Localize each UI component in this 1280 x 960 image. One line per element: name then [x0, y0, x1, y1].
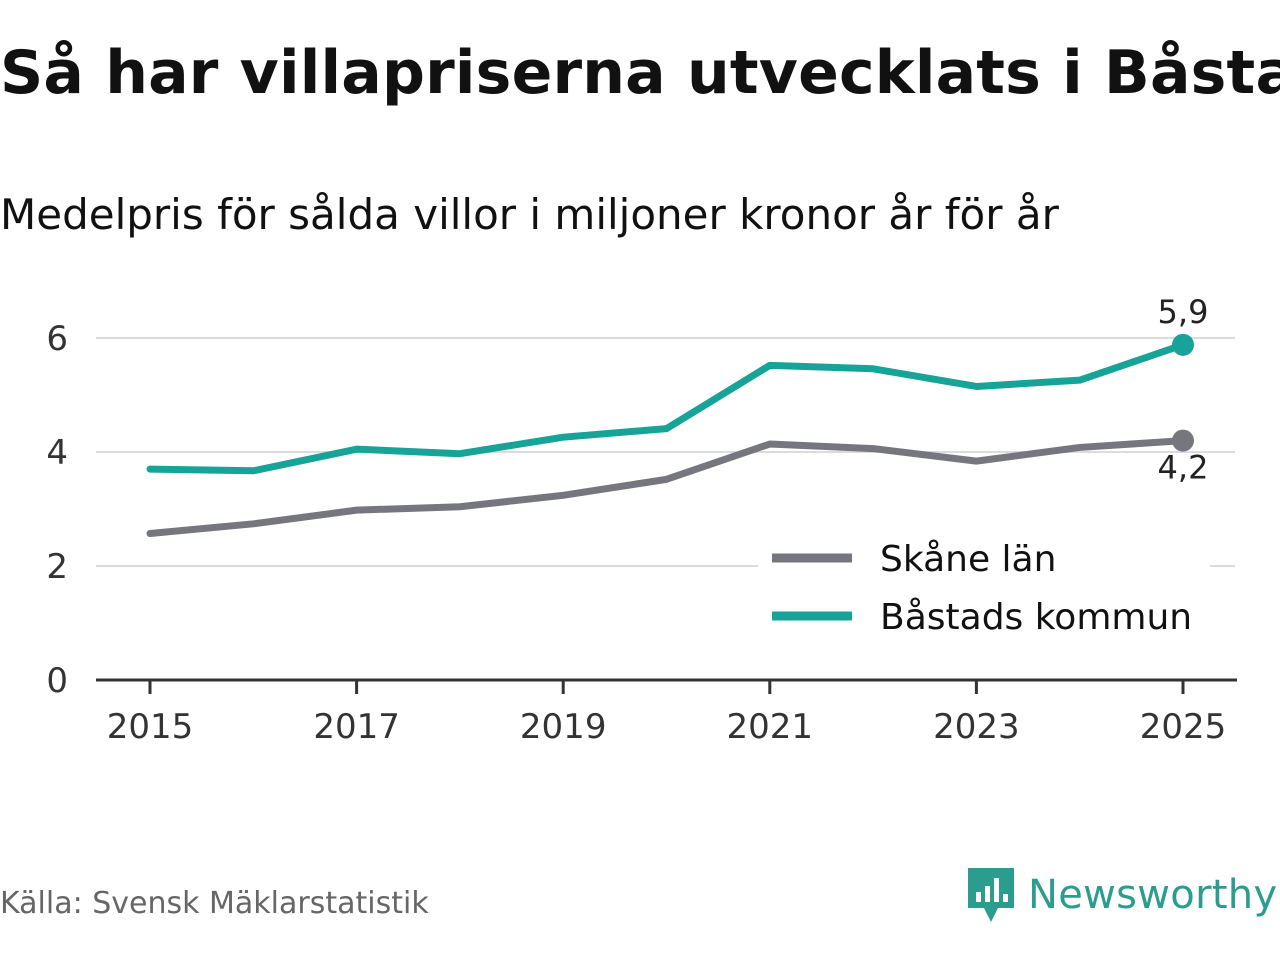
y-tick-label: 0 [46, 661, 68, 701]
x-tick-label: 2017 [313, 707, 400, 747]
series-lines: 4,2 5,9 [146, 293, 1209, 538]
source-note: Källa: Svensk Mäklarstatistik [0, 886, 429, 921]
y-tick-label: 4 [46, 433, 68, 473]
series-end-point-1 [1172, 333, 1194, 356]
series-line-1 [146, 341, 1187, 475]
series-end-label-0: 4,2 [1158, 449, 1209, 487]
legend: Skåne län Båstads kommun [758, 530, 1210, 652]
x-tick-label: 2021 [727, 707, 814, 747]
x-tick-label: 2025 [1140, 707, 1227, 747]
x-tick-label: 2015 [107, 707, 194, 747]
x-tick-label: 2019 [520, 707, 607, 747]
brand-logo: Newsworthy [964, 864, 1277, 926]
line-chart: 2015 2017 2019 2021 2023 2025 0 2 4 6 4,2 5,9 Skå… [46, 293, 1237, 747]
legend-background [758, 530, 1210, 652]
series-line-0 [146, 437, 1187, 538]
legend-label: Skåne län [880, 539, 1056, 580]
x-tick-label: 2023 [933, 707, 1020, 747]
newsworthy-logo-icon [968, 868, 1014, 922]
y-axis-ticks: 0 2 4 6 [46, 319, 68, 701]
chart-title: Så har villapriserna utvecklats i Båstad [0, 38, 1280, 108]
brand-name: Newsworthy [1028, 872, 1278, 918]
series-end-label-1: 5,9 [1158, 293, 1209, 331]
x-axis-ticks: 2015 2017 2019 2021 2023 2025 [107, 680, 1227, 747]
chart-subtitle: Medelpris för sålda villor i miljoner kr… [0, 190, 1059, 239]
legend-label: Båstads kommun [880, 597, 1192, 638]
y-tick-label: 2 [46, 547, 68, 587]
series-end-point-0 [1172, 429, 1194, 452]
y-tick-label: 6 [46, 319, 68, 359]
